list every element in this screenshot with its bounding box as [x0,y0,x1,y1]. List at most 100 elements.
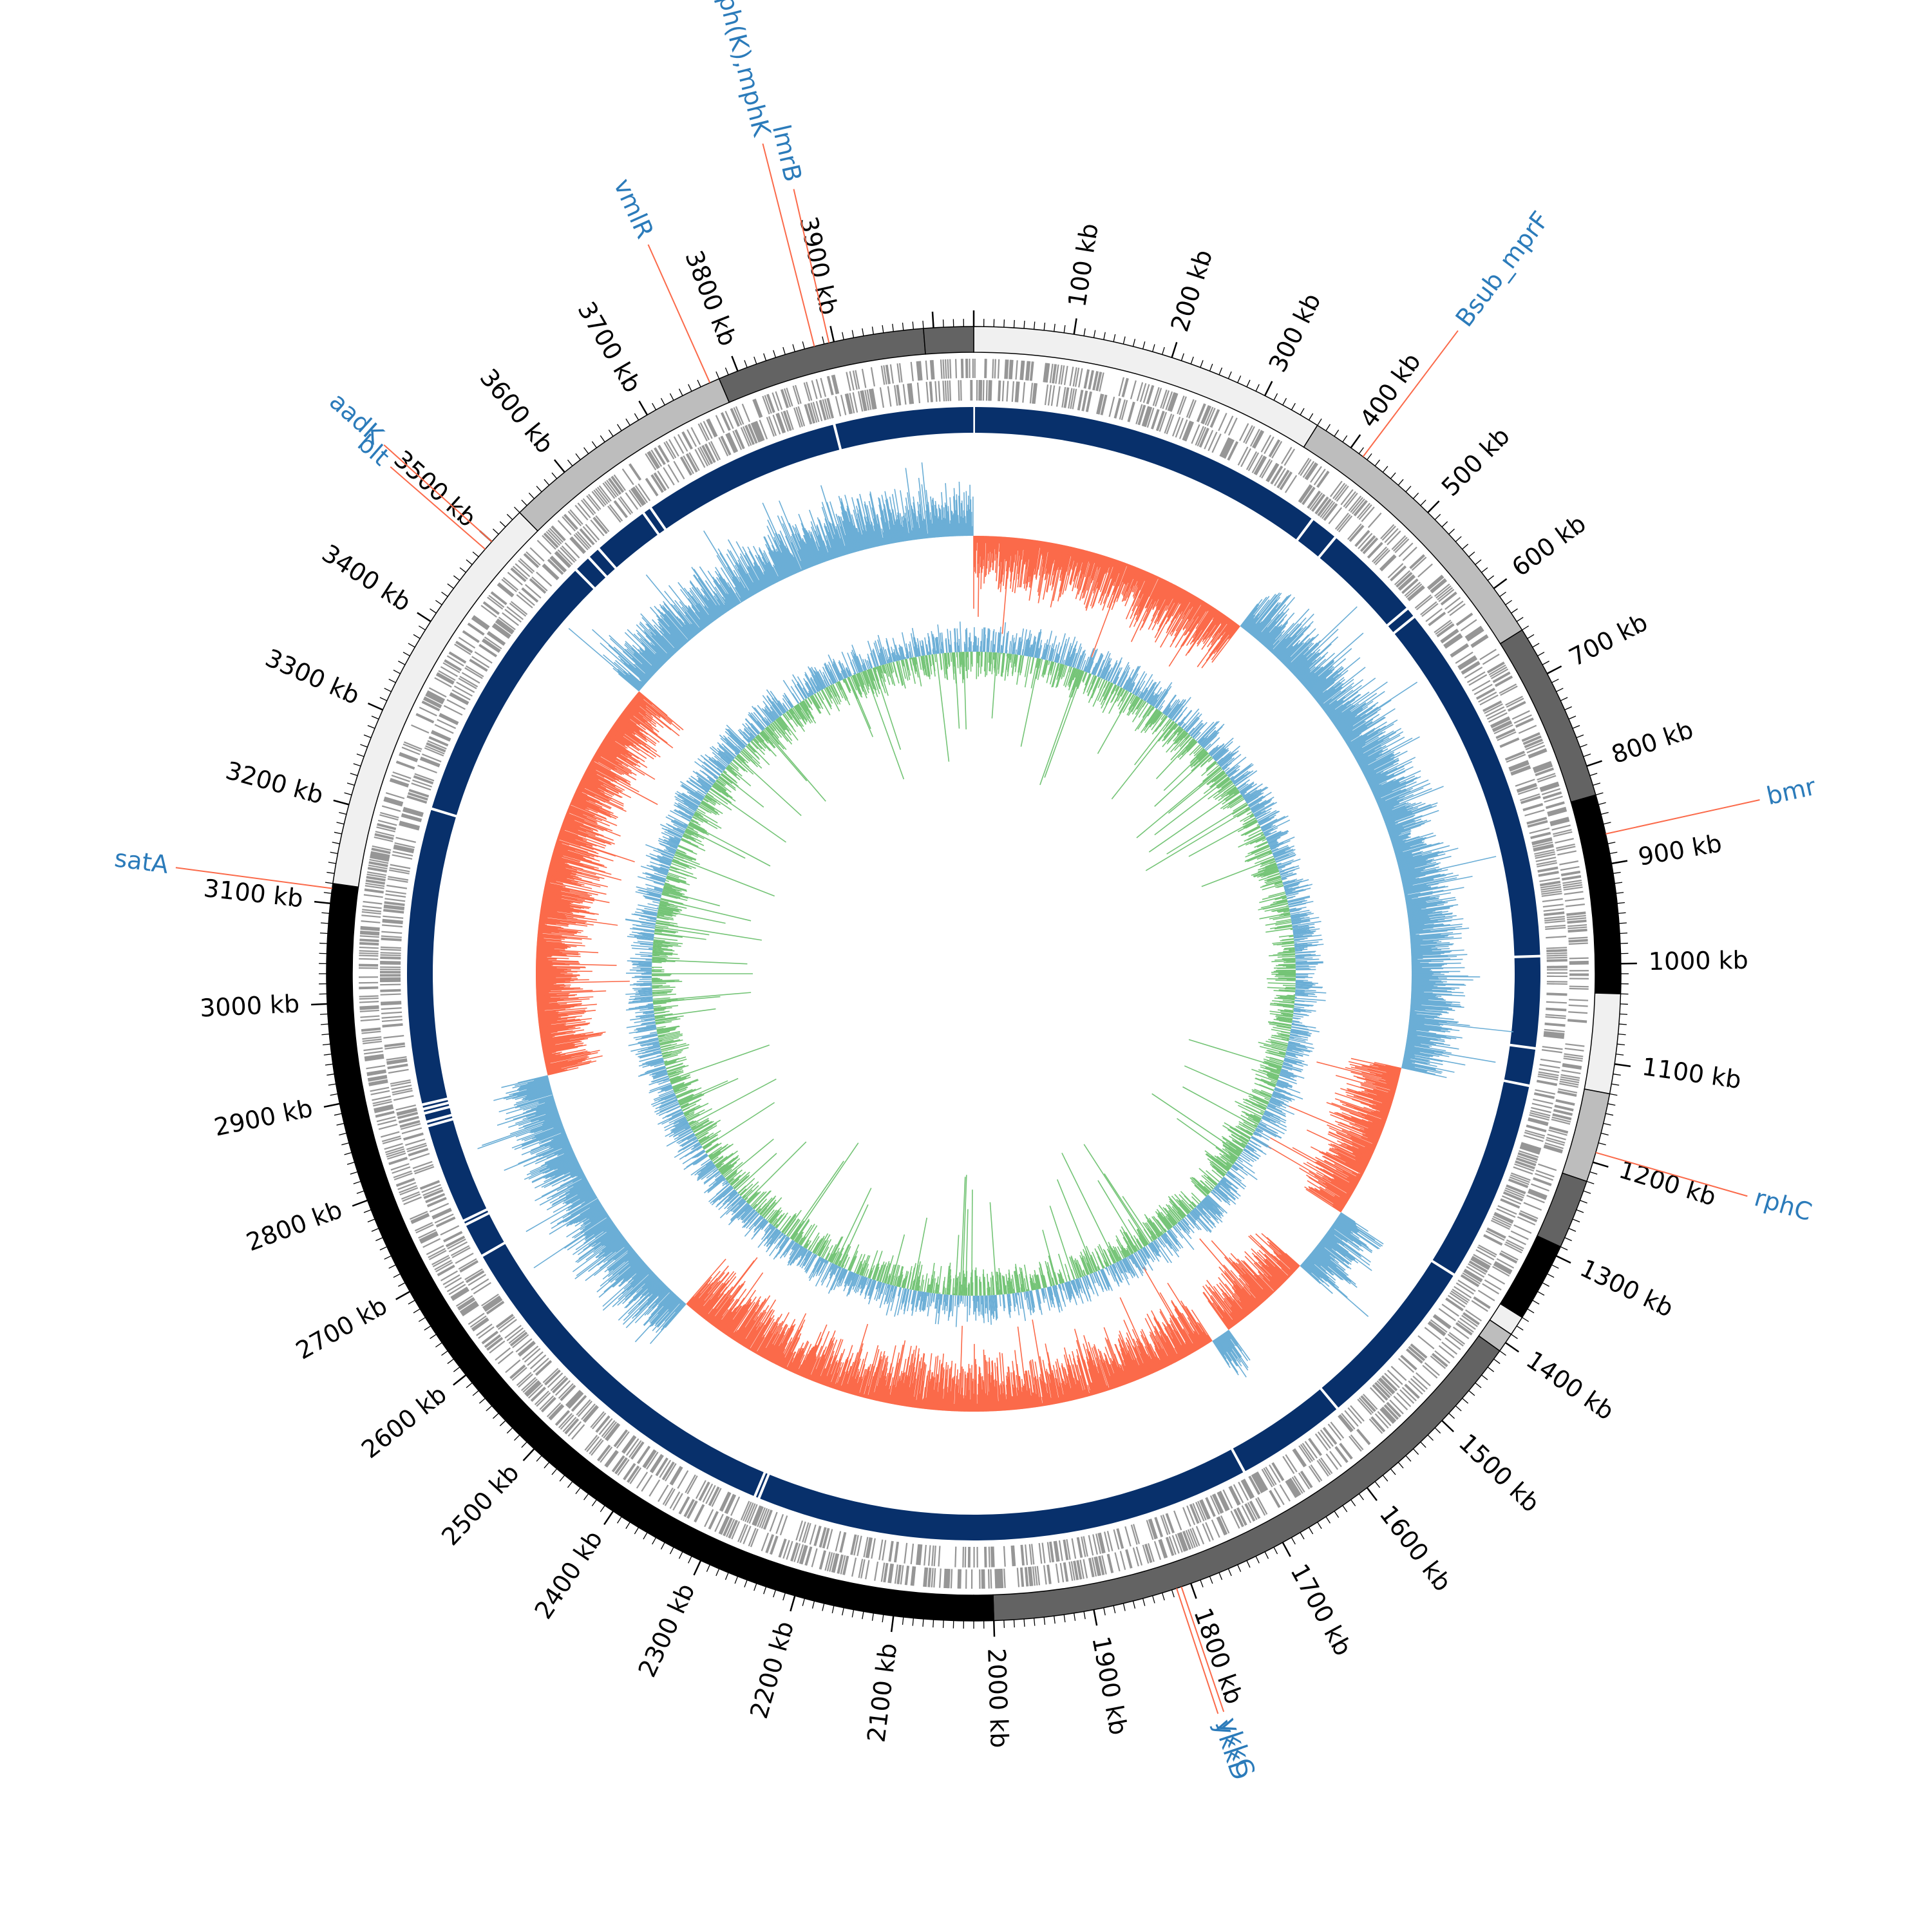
minor-tick [1499,1350,1506,1356]
cds-feature [1548,810,1567,817]
cds-feature [502,577,519,591]
cds-feature [1544,1145,1563,1153]
cds-feature [1524,1132,1545,1139]
cds-feature [916,1544,921,1565]
gc-skew-bar [1012,538,1017,572]
cds-feature [820,399,827,421]
cds-feature [583,1405,598,1423]
cds-feature [1456,1321,1473,1335]
cds-feature [1115,398,1122,419]
major-tick [314,900,331,905]
gc-skew-bar [1013,538,1018,563]
cds-feature [663,467,675,486]
gc-skew-bar [998,536,1003,588]
cds-feature [1504,750,1525,760]
cds-feature [489,1340,506,1354]
cds-feature [1464,1269,1483,1281]
cds-feature [380,1131,400,1138]
cds-feature [390,864,411,869]
cds-feature [839,1531,846,1553]
cds-feature [752,399,761,419]
cds-feature [370,1086,390,1092]
cds-feature [698,1481,710,1501]
cds-feature [888,1540,893,1562]
gc-skew-bar [978,536,980,617]
cds-feature [365,885,384,889]
cds-feature [1253,455,1265,475]
minor-tick [323,1054,332,1056]
cds-feature [373,1101,392,1107]
gc-skew-bar [1025,539,1033,584]
cds-feature [384,1043,405,1048]
cds-feature [1211,1519,1220,1538]
cds-feature [805,404,813,424]
cds-feature [849,393,855,413]
cds-feature [386,884,408,889]
cds-feature [396,1107,417,1114]
gc-skew-bar [1133,567,1139,580]
cds-feature [1321,502,1336,519]
cds-feature [1119,399,1126,420]
cds-feature [1447,1294,1466,1308]
blast-hit-segment [1320,538,1406,625]
cds-feature [409,788,430,797]
cds-feature [828,375,834,395]
cds-feature [500,1319,517,1333]
cds-feature [370,857,389,862]
cds-feature [1496,729,1516,739]
cds-feature [1541,893,1562,897]
cds-feature [376,1116,396,1122]
cds-feature [370,853,390,858]
gc-skew-bar [1148,583,1173,630]
minor-tick [1291,1537,1296,1545]
gc-skew-bar [1023,538,1025,550]
cds-feature [786,1540,793,1560]
cds-feature [855,370,860,390]
cds-feature [1186,399,1195,418]
cds-feature [1171,416,1181,437]
tick-label: 3700 kb [572,297,647,397]
cds-feature [379,814,399,821]
cds-feature [380,811,399,819]
cds-feature [668,439,679,457]
cds-feature [1182,1531,1191,1550]
blast-hit-segment [423,1104,450,1112]
cds-feature [1443,633,1461,647]
cds-feature [931,1545,934,1566]
cds-feature [1221,438,1232,458]
cds-feature [420,1180,440,1190]
cds-feature [1269,1464,1281,1483]
cds-feature [1362,537,1378,554]
cds-feature [465,1270,484,1282]
gc-skew-bar [1001,536,1004,562]
cds-feature [359,986,379,989]
major-tick [1493,578,1508,589]
cds-feature [1157,411,1165,431]
gc-skew-bar [1030,540,1038,589]
cds-feature [414,773,435,782]
cds-feature [383,906,404,911]
cds-feature [450,1286,468,1298]
cds-feature [742,1501,752,1522]
cds-feature [1179,1532,1188,1551]
cds-feature [383,915,404,919]
cds-feature [929,360,933,380]
cds-feature [1032,383,1037,404]
gc-skew-bar [1088,563,1127,663]
cds-feature [595,515,610,533]
cds-feature [1485,1230,1505,1241]
gc-skew-bar [1173,588,1183,603]
minor-tick [1583,1190,1591,1194]
gc-skew-bar [1111,560,1119,579]
gc-skew-bar [1079,551,1092,591]
cds-feature [469,658,488,671]
gc-skew-bar [1114,561,1122,582]
cds-feature [815,379,822,399]
cds-feature [1381,556,1397,572]
minor-tick [536,1455,542,1462]
cds-feature [705,443,716,463]
gc-skew-bar [1037,542,1050,603]
cds-feature [1012,1545,1016,1566]
cds-feature [393,1170,412,1179]
cds-feature [1387,1369,1403,1385]
